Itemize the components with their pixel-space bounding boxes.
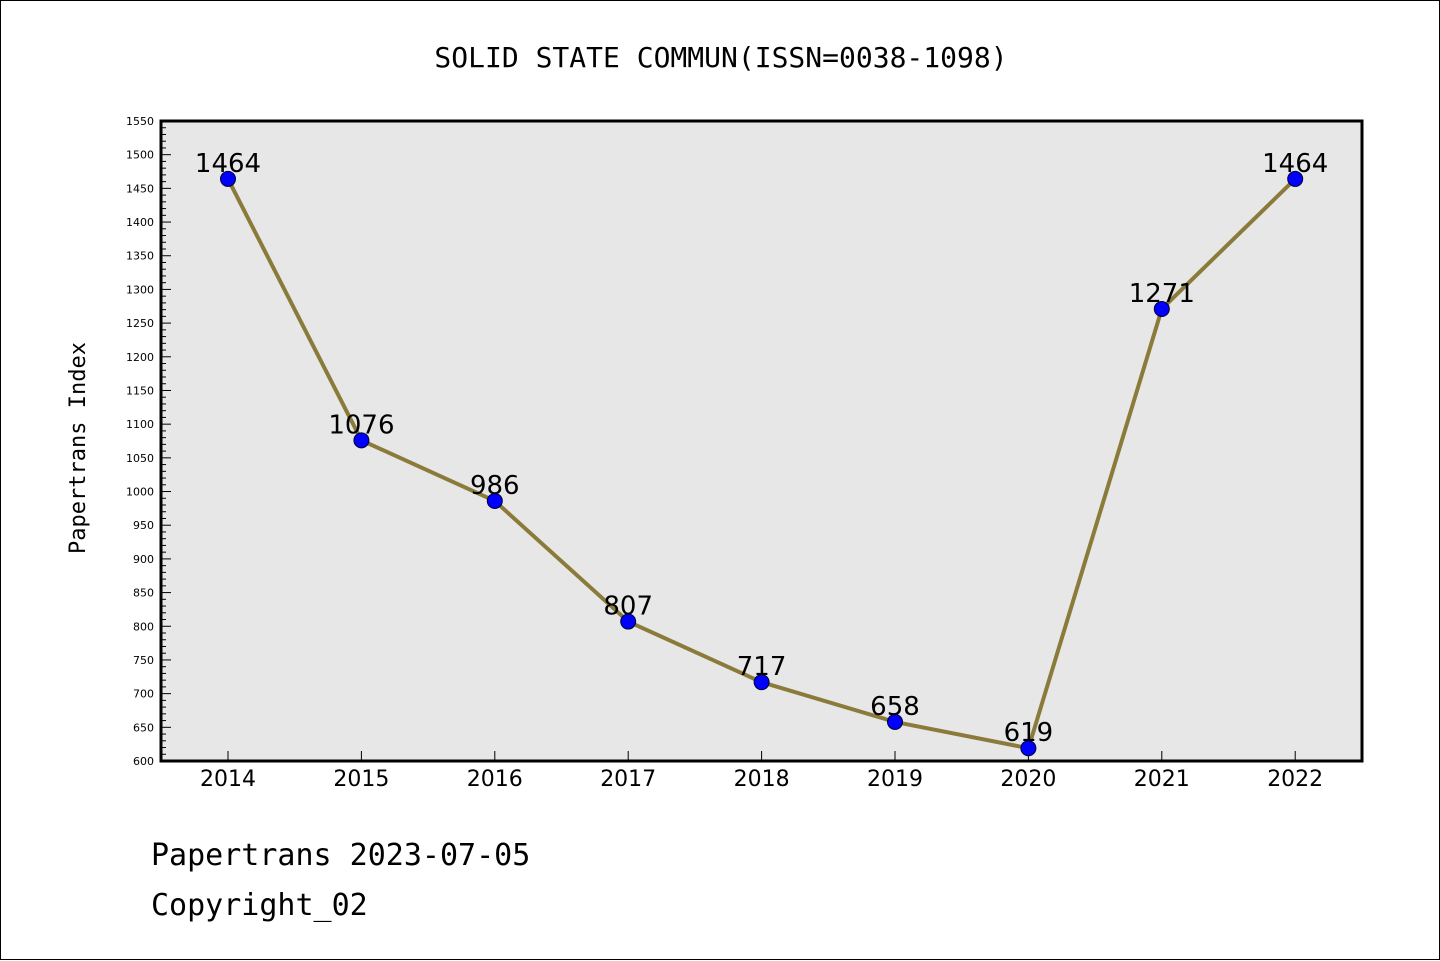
- y-tick-label: 1450: [126, 182, 154, 195]
- y-tick-label: 650: [133, 721, 154, 734]
- y-tick-label: 1250: [126, 317, 154, 330]
- y-tick-label: 1400: [126, 216, 154, 229]
- data-label: 658: [870, 692, 920, 722]
- data-point: [1153, 300, 1170, 317]
- data-label: 807: [603, 592, 653, 622]
- data-point: [887, 713, 903, 730]
- x-tick-label: 2016: [467, 767, 523, 792]
- y-axis: 600 650 700 750 800 850 900 950 1000 1050 1100 1150…: [126, 115, 171, 768]
- y-tick-label: 1150: [126, 384, 154, 397]
- data-point: [1287, 170, 1304, 187]
- x-tick-label: 2022: [1267, 767, 1323, 792]
- x-tick-label: 2018: [734, 767, 790, 792]
- data-label: 717: [737, 652, 787, 682]
- data-point: [220, 170, 236, 187]
- y-tick-label: 600: [133, 755, 154, 768]
- y-tick-label: 1300: [126, 283, 154, 296]
- y-tick-label: 800: [133, 620, 154, 633]
- data-point: [486, 492, 503, 509]
- data-label: 986: [470, 471, 520, 501]
- data-label: 1271: [1129, 279, 1195, 309]
- y-tick-label: 1550: [126, 115, 154, 128]
- x-tick-label: 2015: [333, 767, 389, 792]
- x-tick-label: 2020: [1000, 767, 1056, 792]
- data-labels: 1464 1076 986 807 717 658 619 1271 1464: [195, 149, 1328, 748]
- footer-copyright: Copyright_02: [151, 888, 368, 923]
- y-tick-label: 1500: [126, 149, 154, 162]
- y-tick-label: 900: [133, 553, 154, 566]
- x-tick-label: 2021: [1134, 767, 1190, 792]
- data-markers: [220, 170, 1304, 757]
- data-point: [1020, 740, 1037, 757]
- y-tick-label: 1350: [126, 250, 154, 263]
- y-tick-label: 1100: [126, 418, 154, 431]
- y-tick-label: 1000: [126, 486, 154, 499]
- footer-date: Papertrans 2023-07-05: [151, 838, 530, 873]
- x-axis: 2014 2015 2016 2017 2018 2019 2020 2021 2022: [200, 751, 1323, 792]
- x-tick-label: 2019: [867, 767, 923, 792]
- data-label: 619: [1004, 718, 1054, 748]
- y-axis-label: Papertrans Index: [66, 342, 91, 554]
- data-label: 1076: [328, 410, 394, 440]
- y-tick-label: 1050: [126, 452, 154, 465]
- y-tick-label: 700: [133, 688, 154, 701]
- x-tick-label: 2014: [200, 767, 256, 792]
- y-tick-label: 1200: [126, 351, 154, 364]
- chart-title: SOLID STATE COMMUN(ISSN=0038-1098): [434, 41, 1007, 74]
- data-point: [753, 674, 770, 691]
- data-label: 1464: [195, 149, 261, 179]
- y-tick-label: 950: [133, 519, 154, 532]
- data-point: [353, 432, 370, 449]
- y-tick-label: 750: [133, 654, 154, 667]
- y-tick-label: 850: [133, 587, 154, 600]
- plot-border: [159, 119, 1364, 763]
- data-label: 1464: [1262, 149, 1328, 179]
- x-tick-label: 2017: [600, 767, 656, 792]
- data-point: [620, 613, 637, 630]
